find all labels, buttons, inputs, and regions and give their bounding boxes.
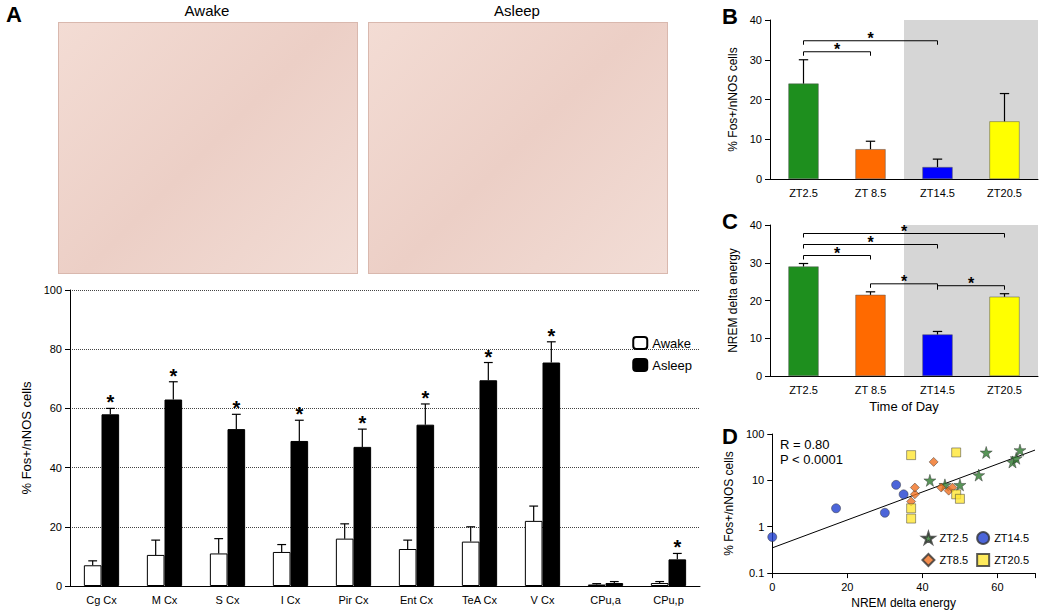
svg-text:Awake: Awake (652, 336, 691, 351)
svg-text:CPu,a: CPu,a (590, 594, 621, 606)
svg-text:TeA Cx: TeA Cx (462, 594, 497, 606)
svg-text:B: B (722, 4, 738, 29)
svg-text:R = 0.80: R = 0.80 (780, 437, 830, 452)
svg-text:10: 10 (750, 133, 762, 145)
svg-text:ZT2.5: ZT2.5 (789, 187, 818, 199)
svg-text:0: 0 (56, 580, 62, 592)
svg-text:*: * (358, 412, 366, 434)
svg-text:0: 0 (756, 370, 762, 382)
svg-text:*: * (901, 223, 908, 240)
svg-text:*: * (421, 387, 429, 409)
svg-text:I Cx: I Cx (281, 594, 301, 606)
svg-text:ZT14.5: ZT14.5 (994, 532, 1029, 544)
svg-text:1: 1 (758, 521, 764, 533)
svg-text:100: 100 (746, 428, 764, 440)
svg-text:60: 60 (50, 402, 62, 414)
svg-text:ZT2.5: ZT2.5 (939, 532, 968, 544)
svg-text:ZT14.5: ZT14.5 (920, 384, 955, 396)
svg-text:*: * (106, 391, 114, 413)
svg-text:40: 40 (750, 219, 762, 231)
svg-text:ZT8.5: ZT8.5 (939, 554, 968, 566)
svg-text:*: * (901, 273, 908, 290)
svg-text:ZT20.5: ZT20.5 (987, 384, 1022, 396)
svg-text:Time of Day: Time of Day (869, 399, 939, 414)
svg-text:% Fos+/nNOS cells: % Fos+/nNOS cells (722, 451, 736, 555)
svg-text:*: * (547, 325, 555, 347)
svg-text:*: * (232, 397, 240, 419)
svg-text:60: 60 (991, 581, 1003, 593)
svg-text:ZT 8.5: ZT 8.5 (855, 187, 887, 199)
svg-text:*: * (295, 403, 303, 425)
svg-text:30: 30 (750, 54, 762, 66)
svg-text:NREM delta energy: NREM delta energy (851, 596, 956, 610)
svg-text:20: 20 (750, 94, 762, 106)
svg-text:*: * (968, 275, 975, 292)
svg-text:10: 10 (750, 332, 762, 344)
svg-text:0: 0 (769, 581, 775, 593)
svg-text:Pir Cx: Pir Cx (339, 594, 369, 606)
svg-text:% Fos+/nNOS cells: % Fos+/nNOS cells (726, 47, 740, 151)
svg-text:20: 20 (841, 581, 853, 593)
svg-text:*: * (484, 346, 492, 368)
svg-text:% Fos+/nNOS cells: % Fos+/nNOS cells (19, 381, 34, 495)
svg-text:S Cx: S Cx (216, 594, 240, 606)
svg-text:40: 40 (916, 581, 928, 593)
svg-text:*: * (673, 536, 681, 558)
svg-text:*: * (834, 245, 841, 262)
svg-text:*: * (834, 41, 841, 58)
html-text:Asleep: Asleep (494, 2, 540, 19)
svg-text:0.1: 0.1 (749, 567, 764, 579)
svg-text:ZT20.5: ZT20.5 (987, 187, 1022, 199)
svg-text:0: 0 (756, 173, 762, 185)
svg-text:ZT 8.5: ZT 8.5 (855, 384, 887, 396)
svg-text:ZT2.5: ZT2.5 (789, 384, 818, 396)
svg-text:20: 20 (50, 521, 62, 533)
html-text:A: A (6, 2, 22, 27)
svg-text:40: 40 (750, 14, 762, 26)
svg-text:100: 100 (44, 284, 62, 296)
svg-text:10: 10 (752, 474, 764, 486)
svg-text:Cg Cx: Cg Cx (86, 594, 117, 606)
svg-text:ZT20.5: ZT20.5 (994, 554, 1029, 566)
svg-text:*: * (867, 234, 874, 251)
svg-text:CPu,p: CPu,p (653, 594, 684, 606)
svg-text:P < 0.0001: P < 0.0001 (780, 452, 843, 467)
svg-text:ZT14.5: ZT14.5 (920, 187, 955, 199)
svg-text:D: D (722, 424, 738, 449)
svg-text:*: * (867, 30, 874, 47)
svg-text:30: 30 (750, 257, 762, 269)
svg-text:NREM delta energy: NREM delta energy (726, 248, 740, 353)
svg-text:Ent Cx: Ent Cx (400, 594, 434, 606)
svg-text:20: 20 (750, 295, 762, 307)
svg-text:40: 40 (50, 462, 62, 474)
svg-text:C: C (722, 209, 738, 234)
svg-text:M Cx: M Cx (152, 594, 178, 606)
svg-text:Asleep: Asleep (652, 358, 692, 373)
html-text:Awake: Awake (184, 2, 230, 19)
svg-text:80: 80 (50, 343, 62, 355)
svg-text:V Cx: V Cx (531, 594, 555, 606)
svg-text:*: * (169, 365, 177, 387)
